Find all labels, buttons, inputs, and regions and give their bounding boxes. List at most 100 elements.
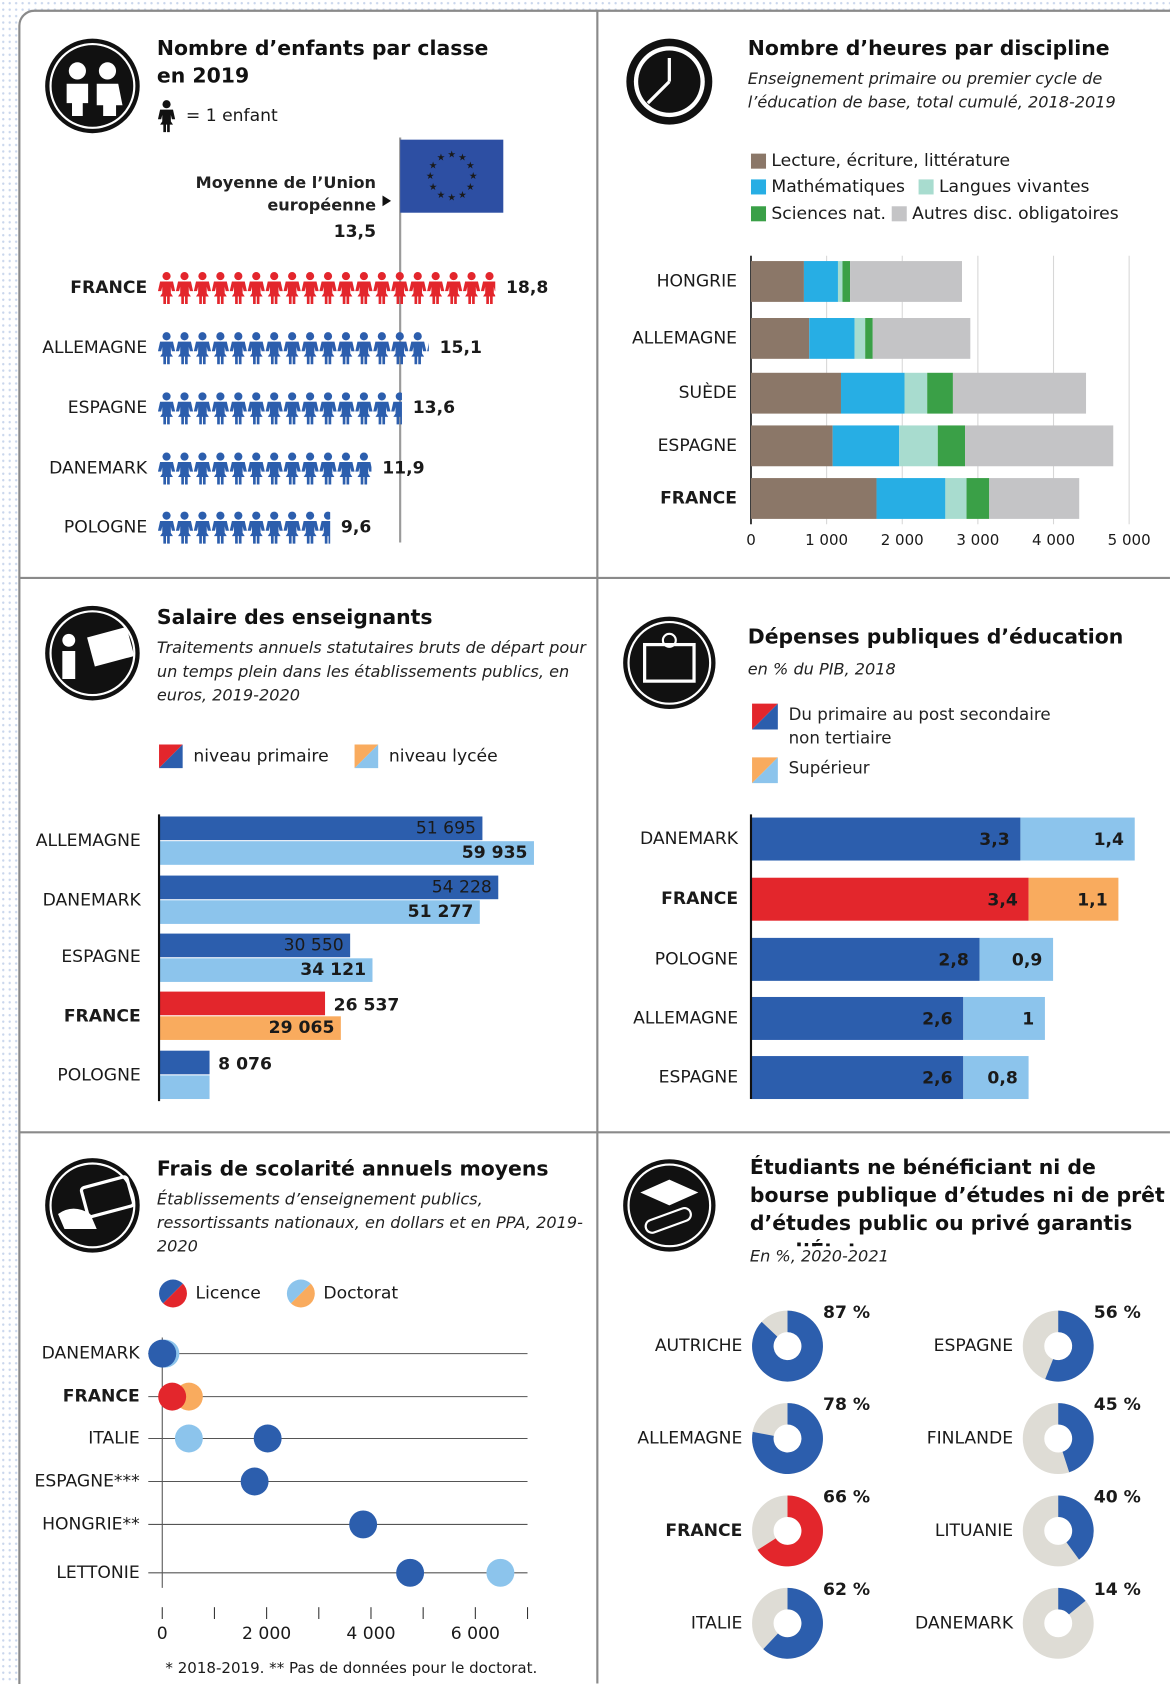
legend-label: Du primaire au post secondaire non terti… — [789, 703, 1079, 750]
eu-star: ★ — [426, 171, 435, 182]
child-figure-head — [198, 512, 206, 520]
value-label: 0,8 — [987, 1069, 1017, 1089]
bar-segment — [751, 318, 809, 359]
value-label: 11,9 — [382, 458, 424, 478]
category-label: FRANCE — [64, 1006, 141, 1026]
chart-title: Salaire des enseignants — [157, 604, 587, 632]
x-tick-label: 5 000 — [1108, 531, 1151, 549]
chart-subtitle: en % du PIB, 2018 — [748, 657, 1156, 681]
value-label: 78 % — [823, 1395, 870, 1415]
legend-swatch — [919, 179, 934, 194]
child-figure-head — [324, 272, 332, 280]
category-label: ESPAGNE — [68, 398, 147, 418]
chart-subtitle: Établissements d’enseignement publics, r… — [157, 1187, 587, 1258]
child-figure-head — [360, 392, 368, 400]
child-figure-head — [162, 512, 170, 520]
category-label: FRANCE — [660, 488, 737, 508]
chart-subtitle-box: Enseignement primaire ou premier cycle d… — [748, 67, 1156, 121]
child-figure-head — [180, 512, 188, 520]
child-figure-head — [270, 272, 278, 280]
legend-label: Langues vivantes — [939, 177, 1090, 197]
category-label: FRANCE — [63, 1387, 140, 1407]
legend-label: Doctorat — [323, 1283, 398, 1303]
bar-segment — [965, 425, 1113, 466]
icon — [623, 1159, 715, 1251]
category-label: ESPAGNE — [659, 1068, 738, 1088]
value-label: 8 076 — [218, 1055, 272, 1075]
child-figure-head — [467, 272, 475, 280]
x-tick-label: 3 000 — [956, 531, 999, 549]
value-label: 51 277 — [408, 902, 474, 922]
legend-swatch — [751, 206, 766, 221]
chart-subtitle-box: en % du PIB, 2018 — [748, 657, 1156, 685]
eu-star: ★ — [447, 150, 456, 161]
icon — [45, 39, 140, 134]
category-label: FRANCE — [661, 889, 738, 909]
bar — [159, 1051, 210, 1075]
category-label: LETTONIE — [56, 1563, 139, 1583]
bar-segment — [804, 261, 838, 302]
legend-label: = 1 enfant — [186, 106, 278, 126]
bar-segment — [842, 261, 850, 302]
category-label: ALLEMAGNE — [42, 338, 147, 358]
category-label: DANEMARK — [43, 890, 142, 910]
value-label: 14 % — [1094, 1580, 1141, 1600]
value-label: 2,6 — [922, 1010, 952, 1030]
legend-label-box: Supérieur — [789, 756, 1079, 808]
legend-label: Mathématiques — [771, 177, 905, 197]
chart-title: Nombre d’heures par discipline — [748, 34, 1156, 62]
dot — [175, 1425, 203, 1453]
child-figure-head — [180, 453, 188, 461]
value-label: 15,1 — [440, 338, 482, 358]
bar-segment — [899, 425, 938, 466]
x-tick-label: 6 000 — [451, 1624, 500, 1644]
child-figure-head — [198, 332, 206, 340]
category-label: LITUANIE — [935, 1521, 1013, 1541]
legend-label: Autres disc. obligatoires — [912, 204, 1119, 224]
dot — [148, 1340, 176, 1368]
icon — [623, 617, 715, 709]
child-figure-head — [288, 392, 296, 400]
child-figure-head — [234, 453, 242, 461]
child-figure-head — [288, 512, 296, 520]
child-figure-head — [234, 512, 242, 520]
value-label: 3,3 — [979, 830, 1009, 850]
legend-swatch — [892, 206, 907, 221]
chart-title: Étudiants ne bénéficiant ni de bourse pu… — [750, 1154, 1169, 1246]
child-figure-head — [252, 332, 260, 340]
child-figure-head — [378, 332, 386, 340]
chart-title-box: Dépenses publiques d’éducation — [748, 623, 1156, 655]
child-figure-head — [485, 272, 493, 280]
legend-label: niveau lycée — [389, 746, 498, 766]
child-figure-head — [450, 272, 458, 280]
value-label: 66 % — [823, 1488, 870, 1508]
child-figure-head — [432, 272, 440, 280]
child-figure-head — [180, 272, 188, 280]
x-tick-label: 2 000 — [242, 1624, 291, 1644]
eu-label: Moyenne de l’Union européenne — [183, 172, 376, 217]
value-label: 2,8 — [938, 950, 968, 970]
bar — [159, 992, 325, 1016]
child-figure-head — [252, 392, 260, 400]
category-label: DANEMARK — [42, 1344, 141, 1364]
chart-title-box: Étudiants ne bénéficiant ni de bourse pu… — [750, 1154, 1169, 1246]
child-figure-head — [234, 332, 242, 340]
eu-star: ★ — [447, 193, 456, 204]
value-label: 1 — [1022, 1010, 1034, 1030]
chart-title-box: Nombre d’enfants par classe en 2019 — [157, 34, 501, 94]
category-label: ALLEMAGNE — [637, 1429, 742, 1449]
x-tick-label: 4 000 — [1032, 531, 1075, 549]
category-label: POLOGNE — [64, 517, 147, 537]
x-tick-label: 4 000 — [346, 1624, 395, 1644]
bar-segment — [751, 373, 841, 414]
child-figure-head — [270, 453, 278, 461]
legend-label-box: Du primaire au post secondaire non terti… — [789, 703, 1079, 755]
x-tick-label: 1 000 — [805, 531, 848, 549]
bar-segment — [751, 261, 804, 302]
child-figure-head — [342, 453, 350, 461]
child-figure-head — [306, 453, 314, 461]
bar-segment — [751, 478, 877, 519]
child-figure-head — [306, 512, 314, 520]
legend-swatch — [751, 179, 766, 194]
bar-segment — [855, 318, 866, 359]
